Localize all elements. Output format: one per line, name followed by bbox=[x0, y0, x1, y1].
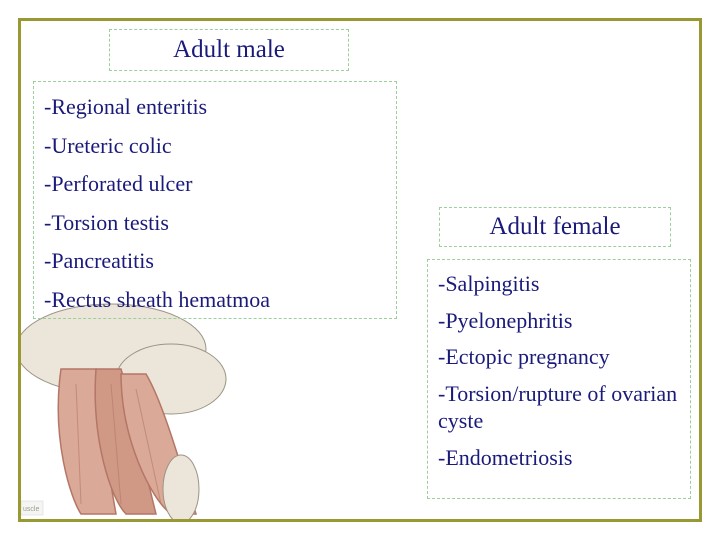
list-item: -Rectus sheath hematmoa bbox=[44, 281, 386, 320]
list-item: -Pyelonephritis bbox=[438, 303, 680, 340]
list-item: -Regional enteritis bbox=[44, 88, 386, 127]
list-item: -Ureteric colic bbox=[44, 127, 386, 166]
title-male-box: Adult male bbox=[109, 29, 349, 71]
list-item: -Ectopic pregnancy bbox=[438, 339, 680, 376]
title-male-text: Adult male bbox=[173, 36, 285, 64]
list-item: -Perforated ulcer bbox=[44, 165, 386, 204]
list-female-box: -Salpingitis -Pyelonephritis -Ectopic pr… bbox=[427, 259, 691, 499]
list-item: -Salpingitis bbox=[438, 266, 680, 303]
anatomy-illustration: uscle bbox=[21, 289, 301, 519]
slide-frame: uscle Adult male -Regional enteritis -Ur… bbox=[18, 18, 702, 522]
list-item: -Endometriosis bbox=[438, 440, 680, 477]
list-male-box: -Regional enteritis -Ureteric colic -Per… bbox=[33, 81, 397, 319]
list-item: -Torsion testis bbox=[44, 204, 386, 243]
list-item: -Torsion/rupture of ovarian cyste bbox=[438, 376, 680, 440]
list-item: -Pancreatitis bbox=[44, 242, 386, 281]
title-female-box: Adult female bbox=[439, 207, 671, 247]
svg-text:uscle: uscle bbox=[23, 506, 39, 513]
title-female-text: Adult female bbox=[489, 213, 620, 241]
